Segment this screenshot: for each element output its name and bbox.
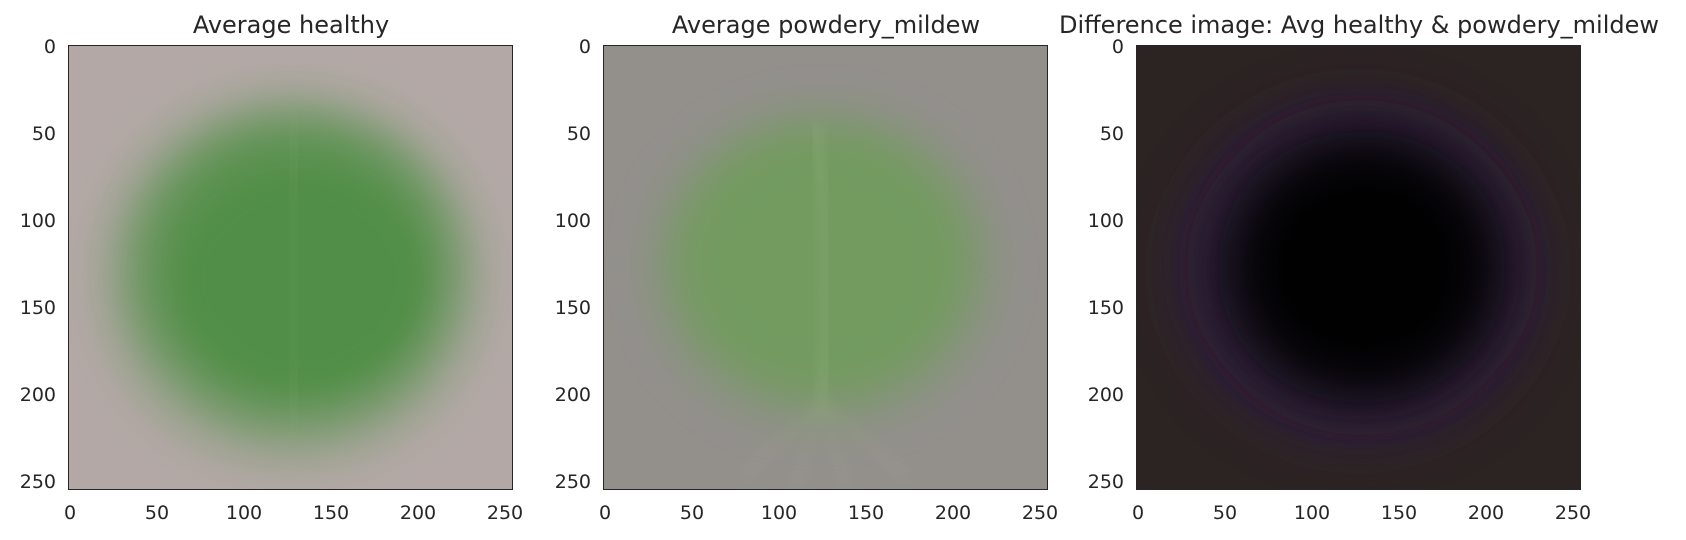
y-tick-label: 250 [1087,471,1124,493]
x-tick-label: 0 [63,502,77,524]
x-tick-label: 0 [1131,502,1145,524]
x-tick-label: 250 [1021,502,1059,524]
y-tick-label: 200 [19,384,56,406]
x-tick-label: 200 [1467,502,1505,524]
x-tick-label: 100 [760,502,798,524]
leaf-vein [812,123,829,401]
y-tick-label: 250 [19,471,56,493]
y-tick-label: 100 [554,210,591,232]
x-tick-label: 200 [399,502,437,524]
x-tick-label: 50 [1212,502,1238,524]
leaf-body [674,127,970,398]
y-tick-label: 50 [566,123,591,145]
y-tick-label: 150 [19,297,56,319]
x-tick-label: 50 [679,502,705,524]
x-tick-label: 150 [312,502,350,524]
leaf-stems [741,399,909,489]
x-tick-label: 250 [486,502,524,524]
y-tick-label: 100 [1087,210,1124,232]
leaf-vein [287,97,300,453]
leaf-core [1235,142,1496,393]
y-tick-label: 250 [554,471,591,493]
panel-title: Average powdery_mildew [671,11,981,39]
x-tick-label: 200 [934,502,972,524]
x-tick-label: 0 [598,502,612,524]
difference-image [1136,45,1581,490]
y-tick-label: 200 [1087,384,1124,406]
panel-title: Average healthy [192,11,390,39]
y-tick-label: 0 [1111,36,1124,58]
y-tick-label: 50 [1099,123,1124,145]
panel-title: Difference image: Avg healthy & powdery_… [1058,11,1660,39]
y-tick-label: 50 [31,123,56,145]
leaf-core [179,172,423,387]
x-tick-label: 150 [847,502,885,524]
y-tick-label: 150 [1087,297,1124,319]
x-tick-label: 150 [1380,502,1418,524]
y-tick-label: 100 [19,210,56,232]
y-tick-label: 200 [554,384,591,406]
x-tick-label: 50 [144,502,170,524]
average-healthy-image [68,45,513,490]
x-tick-label: 250 [1554,502,1592,524]
x-tick-label: 100 [225,502,263,524]
y-tick-label: 0 [578,36,591,58]
x-tick-label: 100 [1293,502,1331,524]
average-powdery-mildew-image [603,45,1048,490]
y-tick-label: 0 [43,36,56,58]
y-tick-label: 150 [554,297,591,319]
